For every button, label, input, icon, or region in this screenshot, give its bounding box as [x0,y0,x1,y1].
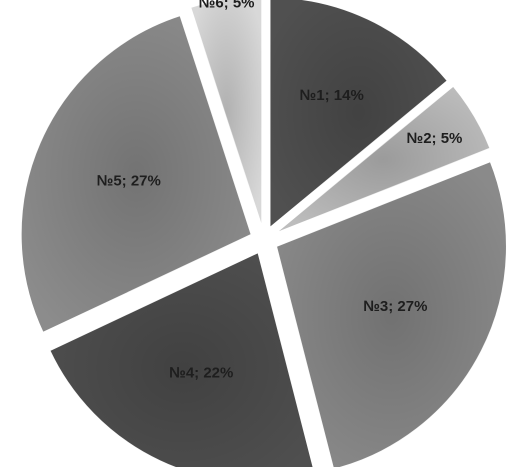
pie-labels: №1; 14% №2; 5% №3; 27% №4; 22% №5; 27% №6; 5% [97,0,463,381]
pie-slices [20,0,507,467]
pie-slice-shade-3 [276,161,507,467]
pie-slice-shade-5 [21,15,252,333]
pie-slice-shade-4 [49,252,314,467]
pie-slice-label-5: №5; 27% [97,172,161,189]
pie-slice-shade-6 [190,0,262,227]
pie-slice-label-3: №3; 27% [363,298,427,315]
pie-slice-shade-1 [269,0,448,228]
pie-slice-label-1: №1; 14% [300,87,364,104]
pie-slice-label-4: №4; 22% [169,364,233,381]
pie-slice-label-6: №6; 5% [199,0,255,12]
pie-slice-label-2: №2; 5% [406,130,462,147]
pie-slice-shade-2 [276,86,490,233]
